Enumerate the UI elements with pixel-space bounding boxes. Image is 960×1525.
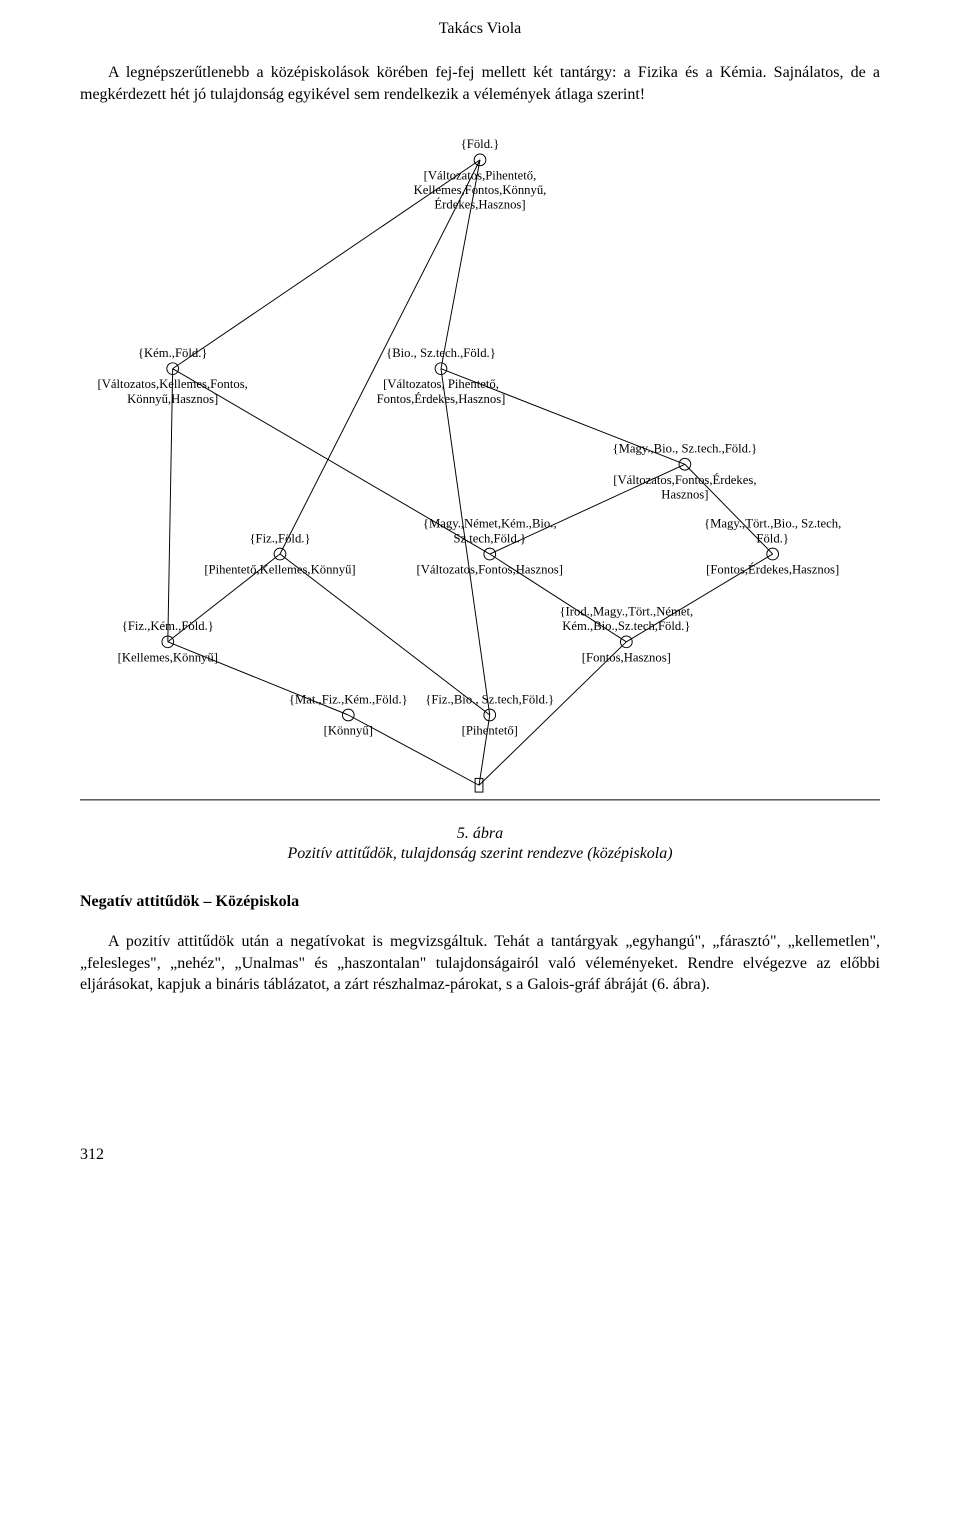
svg-text:{Fiz.,Bio., Sz.tech,Föld.}: {Fiz.,Bio., Sz.tech,Föld.} [425,692,554,706]
svg-text:{Magy.,Bio., Sz.tech.,Föld.}: {Magy.,Bio., Sz.tech.,Föld.} [613,442,758,456]
galois-diagram: {Föld.} [Változatos,Pihentető,Kellemes,Fo… [80,115,880,817]
figure-caption: 5. ábra Pozitív attitűdök, tulajdonság s… [80,824,880,866]
section-heading: Negatív attitűdök – Középiskola [80,893,880,911]
svg-text:Könnyű,Hasznos]: Könnyű,Hasznos] [127,392,218,406]
svg-text:[Fontos,Érdekes,Hasznos]: [Fontos,Érdekes,Hasznos] [706,563,839,577]
svg-text:[Fontos,Hasznos]: [Fontos,Hasznos] [582,651,671,665]
svg-text:{Fiz.,Föld.}: {Fiz.,Föld.} [249,532,310,546]
svg-text:{Föld.}: {Föld.} [461,137,500,151]
svg-text:Föld.}: Föld.} [756,532,789,546]
svg-text:[Pihentető]: [Pihentető] [462,724,518,738]
figure-caption-text: Pozitív attitűdök, tulajdonság szerint r… [287,845,672,862]
svg-text:[Változatos,Fontos,Érdekes,: [Változatos,Fontos,Érdekes, [613,473,756,487]
svg-text:{Bio., Sz.tech.,Föld.}: {Bio., Sz.tech.,Föld.} [386,346,496,360]
figure-number: 5. ábra [80,824,880,845]
page-number: 312 [80,1146,104,1164]
svg-text:Sz.tech,Föld.}: Sz.tech,Föld.} [453,532,526,546]
svg-text:[Változatos,Pihentető,: [Változatos,Pihentető, [424,169,537,183]
intro-paragraph: A legnépszerűtlenebb a középiskolások kö… [80,62,880,105]
svg-text:Kém.,Bio.,Sz.tech,Föld.}: Kém.,Bio.,Sz.tech,Föld.} [562,619,690,633]
svg-text:Érdekes,Hasznos]: Érdekes,Hasznos] [434,198,525,212]
svg-text:{Fiz.,Kém.,Föld.}: {Fiz.,Kém.,Föld.} [122,619,214,633]
svg-text:{Irod.,Magy.,Tört.,Német,: {Irod.,Magy.,Tört.,Német, [559,605,693,619]
svg-text:{Magy.,Tört.,Bio., Sz.tech,: {Magy.,Tört.,Bio., Sz.tech, [704,517,841,531]
author-name: Takács Viola [80,20,880,38]
svg-text:Fontos,Érdekes,Hasznos]: Fontos,Érdekes,Hasznos] [377,392,506,406]
svg-text:{Mat.,Fiz.,Kém.,Föld.}: {Mat.,Fiz.,Kém.,Föld.} [289,692,408,706]
svg-text:[Változatos, Pihentető,: [Változatos, Pihentető, [383,377,499,391]
svg-text:[Könnyű]: [Könnyű] [324,724,373,738]
svg-text:Kellemes,Fontos,Könnyű,: Kellemes,Fontos,Könnyű, [414,183,547,197]
svg-text:[Kellemes,Könnyű]: [Kellemes,Könnyű] [118,651,218,665]
svg-text:{Kém.,Föld.}: {Kém.,Föld.} [138,346,208,360]
svg-text:{Magy.,Német,Kém.,Bio.,: {Magy.,Német,Kém.,Bio., [423,517,557,531]
body-paragraph: A pozitív attitűdök után a negatívokat i… [80,931,880,996]
svg-text:[Változatos,Fontos,Hasznos]: [Változatos,Fontos,Hasznos] [417,563,563,577]
svg-text:[Pihentető,Kellemes,Könnyű]: [Pihentető,Kellemes,Könnyű] [204,563,355,577]
svg-text:[Változatos,Kellemes,Fontos,: [Változatos,Kellemes,Fontos, [98,377,248,391]
svg-text:Hasznos]: Hasznos] [661,488,708,502]
